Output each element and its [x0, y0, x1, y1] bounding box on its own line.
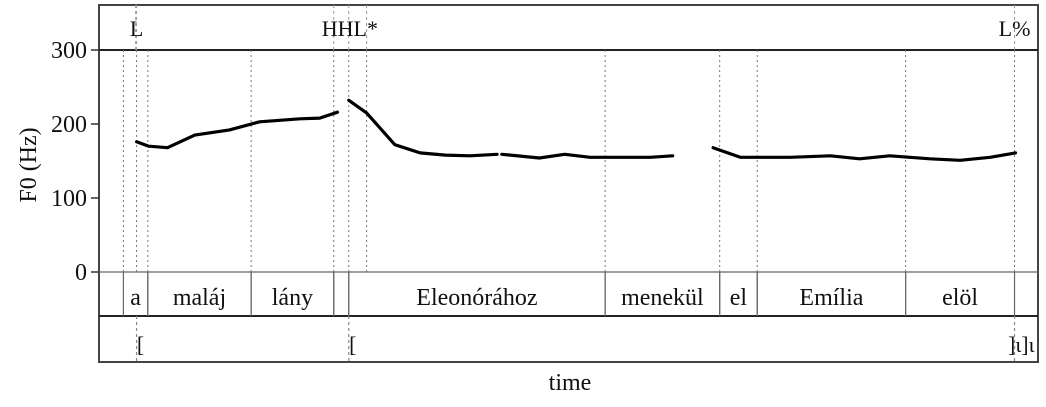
y-axis-label: F0 (Hz): [16, 127, 42, 202]
y-tick-label: 300: [51, 38, 87, 64]
word-tier: a maláj lány Eleonórához menekül el Emília elöl: [122, 272, 1016, 316]
word-label: Eleonórához: [416, 285, 537, 311]
word-label: Emília: [799, 285, 863, 311]
tone-label: L%: [999, 16, 1031, 41]
phrase-label: [: [137, 332, 144, 357]
f0-segment: [711, 146, 1018, 162]
tone-tier: L HHL* L%: [130, 16, 1031, 41]
phrase-tier: [ [ ]ι]ι: [135, 316, 1035, 362]
y-tick-label: 200: [51, 112, 87, 138]
word-label: el: [730, 285, 748, 311]
y-tick-label: 100: [51, 186, 87, 212]
f0-contour: [135, 98, 1018, 162]
f0-segment: [347, 98, 499, 158]
x-axis-label: time: [549, 370, 592, 396]
y-tick-label: 0: [75, 260, 87, 286]
word-label: elöl: [942, 285, 978, 311]
word-label: menekül: [621, 285, 704, 311]
boundary-lines: [122, 5, 1016, 272]
tone-label: L: [130, 16, 143, 41]
phrase-label: ]ι]ι: [1008, 332, 1035, 357]
frame-border: [98, 4, 1039, 363]
f0-segment: [135, 110, 340, 150]
word-label: lány: [272, 285, 313, 311]
phrase-label: [: [349, 332, 356, 357]
chart-frame: [98, 4, 1039, 363]
word-label: a: [130, 285, 141, 311]
tone-label: HHL*: [322, 16, 378, 41]
f0-segment: [500, 152, 675, 160]
word-label: maláj: [173, 285, 226, 311]
y-axis: 0 100 200 300: [51, 38, 99, 286]
